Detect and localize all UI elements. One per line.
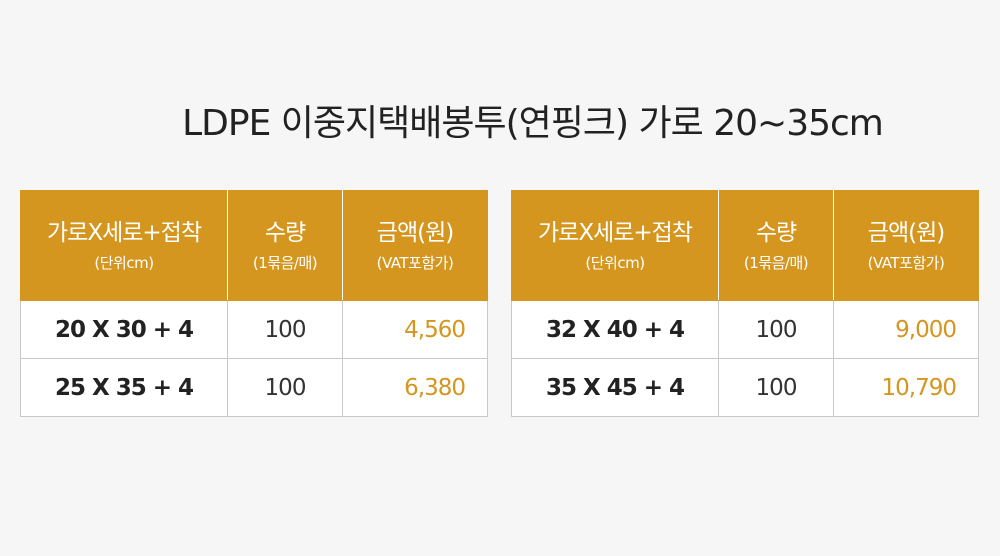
size-column-header: 가로X세로+접착 (단위cm) [20,190,228,301]
quantity-column-header: 수량 (1묶음/매) [718,190,834,301]
column-header-unit: (1묶음/매) [252,254,318,272]
size-column-header: 가로X세로+접착 (단위cm) [511,190,719,301]
table-row: 25 X 35 + 4 100 6,380 [20,358,488,417]
column-header-label: 금액(원) [867,220,945,246]
table-row: 20 X 30 + 4 100 4,560 [20,300,488,359]
table-row: 32 X 40 + 4 100 9,000 [511,300,979,359]
quantity-cell: 100 [227,358,343,417]
column-header-unit: (VAT포함가) [376,254,454,272]
table-header-row: 가로X세로+접착 (단위cm) 수량 (1묶음/매) 금액(원) (VAT포함가… [511,190,979,301]
price-table-right: 가로X세로+접착 (단위cm) 수량 (1묶음/매) 금액(원) (VAT포함가… [511,190,979,417]
table-row: 35 X 45 + 4 100 10,790 [511,358,979,417]
price-column-header: 금액(원) (VAT포함가) [833,190,979,301]
size-cell: 35 X 45 + 4 [511,358,719,417]
price-cell: 4,560 [342,300,488,359]
table-header-row: 가로X세로+접착 (단위cm) 수량 (1묶음/매) 금액(원) (VAT포함가… [20,190,488,301]
column-header-unit: (VAT포함가) [867,254,945,272]
column-header-unit: (단위cm) [585,254,645,272]
column-header-label: 수량 [755,220,797,246]
price-cell: 9,000 [833,300,979,359]
column-header-unit: (1묶음/매) [743,254,809,272]
page-title: LDPE 이중지택배봉투(연핑크) 가로 20~35cm [182,103,884,144]
column-header-label: 가로X세로+접착 [47,220,202,246]
price-cell: 6,380 [342,358,488,417]
quantity-column-header: 수량 (1묶음/매) [227,190,343,301]
column-header-unit: (단위cm) [94,254,154,272]
quantity-cell: 100 [227,300,343,359]
column-header-label: 수량 [264,220,306,246]
size-cell: 25 X 35 + 4 [20,358,228,417]
price-cell: 10,790 [833,358,979,417]
size-cell: 20 X 30 + 4 [20,300,228,359]
column-header-label: 금액(원) [376,220,454,246]
price-table-left: 가로X세로+접착 (단위cm) 수량 (1묶음/매) 금액(원) (VAT포함가… [20,190,488,417]
size-cell: 32 X 40 + 4 [511,300,719,359]
column-header-label: 가로X세로+접착 [538,220,693,246]
quantity-cell: 100 [718,300,834,359]
price-column-header: 금액(원) (VAT포함가) [342,190,488,301]
quantity-cell: 100 [718,358,834,417]
